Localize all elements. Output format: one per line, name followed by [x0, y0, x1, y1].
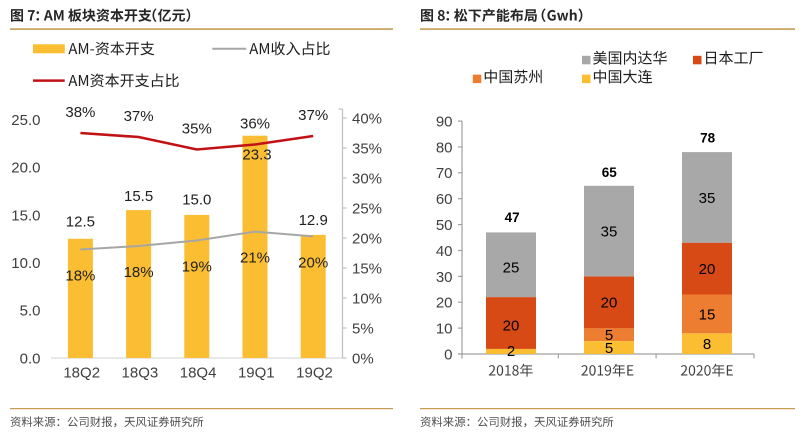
svg-text:70: 70	[436, 165, 453, 182]
svg-text:21%: 21%	[240, 250, 270, 267]
svg-text:12.9: 12.9	[299, 212, 328, 229]
svg-text:25%: 25%	[352, 200, 382, 217]
svg-text:78: 78	[700, 131, 716, 146]
svg-text:35: 35	[601, 224, 618, 241]
svg-text:40: 40	[436, 243, 453, 260]
svg-text:25.0: 25.0	[11, 112, 40, 129]
svg-text:35: 35	[699, 190, 716, 207]
svg-text:10: 10	[436, 321, 453, 338]
svg-text:19Q2: 19Q2	[296, 365, 333, 382]
svg-text:5: 5	[605, 340, 613, 357]
svg-text:15.0: 15.0	[11, 207, 40, 224]
svg-text:40%: 40%	[352, 110, 382, 127]
svg-text:35%: 35%	[352, 140, 382, 157]
svg-text:19%: 19%	[182, 259, 212, 276]
svg-text:15.5: 15.5	[124, 188, 153, 205]
svg-text:12.5: 12.5	[66, 214, 95, 231]
svg-text:5%: 5%	[352, 320, 374, 337]
svg-text:5: 5	[605, 327, 613, 344]
svg-text:20: 20	[601, 295, 618, 312]
svg-text:90: 90	[436, 114, 453, 131]
svg-text:60: 60	[436, 191, 453, 208]
svg-text:25: 25	[503, 259, 520, 276]
svg-text:30: 30	[436, 269, 453, 286]
svg-text:20%: 20%	[352, 230, 382, 247]
svg-text:20: 20	[699, 261, 716, 278]
svg-text:18Q4: 18Q4	[180, 365, 217, 382]
svg-text:18%: 18%	[65, 268, 95, 285]
svg-text:65: 65	[602, 165, 618, 180]
svg-text:15: 15	[699, 306, 716, 323]
svg-text:35%: 35%	[182, 120, 212, 137]
svg-text:37%: 37%	[124, 108, 154, 125]
svg-text:15.0: 15.0	[182, 191, 211, 208]
svg-text:20: 20	[436, 295, 453, 312]
svg-text:18%: 18%	[124, 264, 154, 281]
svg-text:18Q2: 18Q2	[63, 365, 100, 382]
svg-text:38%: 38%	[65, 104, 95, 121]
svg-text:0%: 0%	[352, 350, 374, 367]
svg-text:0: 0	[444, 346, 452, 363]
svg-text:20%: 20%	[298, 255, 328, 272]
svg-text:2: 2	[507, 343, 515, 360]
svg-text:36%: 36%	[240, 115, 270, 132]
svg-text:10%: 10%	[352, 290, 382, 307]
svg-text:30%: 30%	[352, 170, 382, 187]
svg-text:20: 20	[503, 317, 520, 334]
svg-text:18Q3: 18Q3	[122, 365, 159, 382]
svg-text:8: 8	[703, 336, 711, 353]
svg-text:5.0: 5.0	[20, 303, 41, 320]
svg-text:15%: 15%	[352, 260, 382, 277]
svg-text:20.0: 20.0	[11, 160, 40, 177]
svg-text:80: 80	[436, 139, 453, 156]
svg-text:23.3: 23.3	[242, 146, 271, 163]
svg-text:10.0: 10.0	[11, 255, 40, 272]
svg-text:0.0: 0.0	[20, 350, 41, 367]
svg-text:47: 47	[505, 210, 520, 225]
svg-text:50: 50	[436, 217, 453, 234]
svg-text:19Q1: 19Q1	[238, 365, 275, 382]
svg-text:37%: 37%	[298, 107, 328, 124]
